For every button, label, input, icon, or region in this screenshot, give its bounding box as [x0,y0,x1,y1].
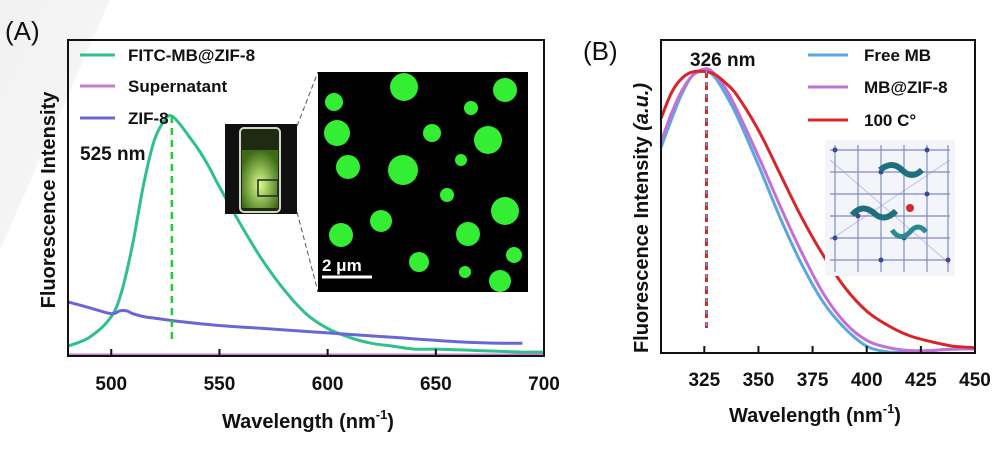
panel-b-y-axis-title: Fluorescence Intensity (a.u.) [631,83,653,353]
legend-label-fitc: FITC-MB@ZIF-8 [128,46,255,65]
panel-b-x-tick-label: 375 [797,370,829,391]
panel-b: (B) 326 nm Free MB MB@ZIF-8 100 C° [583,36,991,427]
panel-a-plot-frame [67,39,545,357]
panel-a-x-tick-label: 700 [528,374,560,395]
panel-a-x-tick-label: 550 [204,374,236,395]
inset-connector-bottom [296,211,319,293]
panel-b-x-ticks: 325 350 375 400 425 450 [688,346,991,391]
panel-a-x-axis-title: Wavelength (nm-1) [222,407,394,433]
panel-b-peak-label: 326 nm [690,50,755,71]
legend-label-supernatant: Supernatant [128,77,228,96]
inset-connector-top [296,71,319,127]
panel-a-x-tick-label: 500 [95,374,127,395]
panel-a-series-line-2 [67,300,523,345]
framework-structure-inset [825,140,955,276]
panel-b-x-tick-label: 350 [743,370,775,391]
panel-a-peak-label: 525 nm [80,144,145,165]
microscopy-inset: 2 μm [318,72,528,292]
scale-bar-label: 2 μm [322,256,362,275]
panel-b-legend: Free MB MB@ZIF-8 100 C° [808,46,948,130]
panel-a-x-tick-label: 650 [420,374,452,395]
panel-b-x-tick-label: 425 [905,370,937,391]
panel-a-series-line-0 [67,114,545,354]
panel-a: (A) 525 nm FITC-MB@ZIF-8 Supernatant ZIF… [5,16,560,433]
panel-b-x-axis-title: Wavelength (nm-1) [729,401,901,427]
watermark-shape [0,0,110,250]
panel-a-label: (A) [5,16,40,46]
panel-b-x-tick-label: 450 [959,370,991,391]
legend-label-100c: 100 C° [864,111,916,130]
panel-b-series-line-2 [659,69,976,350]
vial-photo-inset [225,124,297,214]
panel-a-legend: FITC-MB@ZIF-8 Supernatant ZIF-8 [80,46,255,128]
panel-a-x-tick-label: 600 [312,374,344,395]
legend-label-zif8: ZIF-8 [128,109,169,128]
panel-b-x-tick-label: 400 [851,370,883,391]
legend-label-free-mb: Free MB [864,46,931,65]
panel-b-x-tick-label: 325 [688,370,720,391]
panel-b-plot-frame [660,39,976,354]
panel-a-y-axis-title: Fluorescence Intensity [38,91,60,309]
panel-b-label: (B) [583,36,618,66]
panel-a-x-ticks: 500 550 600 650 700 [95,349,560,395]
panel-b-series-line-1 [659,67,976,353]
legend-label-mb-zif8: MB@ZIF-8 [864,78,948,97]
